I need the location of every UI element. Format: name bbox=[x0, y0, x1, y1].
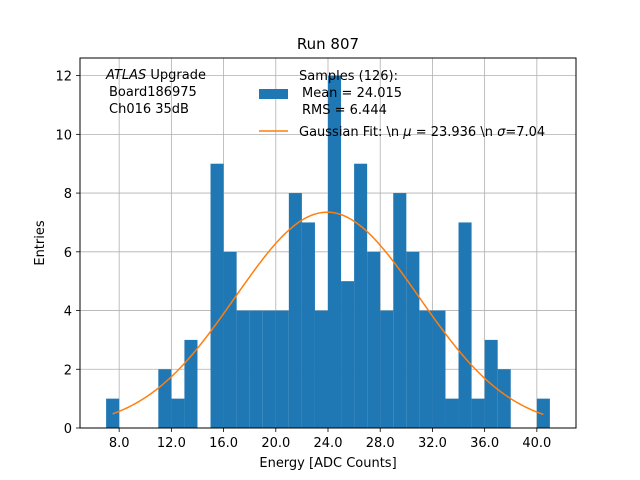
histogram-bar bbox=[210, 163, 224, 428]
chart-title: Run 807 bbox=[297, 35, 359, 53]
histogram-bars bbox=[106, 75, 550, 428]
x-tick-label: 12.0 bbox=[157, 436, 186, 451]
histogram-bar bbox=[393, 193, 407, 428]
histogram-bar bbox=[301, 222, 315, 428]
annotation-line-1: ATLAS Upgrade bbox=[105, 68, 206, 83]
histogram-bar bbox=[380, 310, 394, 428]
annotation-line-2: Board186975 bbox=[109, 85, 197, 100]
y-tick-label: 0 bbox=[64, 422, 72, 437]
histogram-bar bbox=[497, 369, 511, 428]
x-axis-label: Energy [ADC Counts] bbox=[259, 456, 396, 471]
histogram-bar bbox=[262, 310, 276, 428]
annotation-line-3: Ch016 35dB bbox=[109, 102, 189, 117]
histogram-bar bbox=[275, 310, 289, 428]
histogram-bar bbox=[406, 251, 420, 428]
histogram-bar bbox=[249, 310, 263, 428]
histogram-bar bbox=[458, 222, 472, 428]
histogram-bar bbox=[536, 398, 550, 428]
x-tick-label: 32.0 bbox=[418, 436, 447, 451]
legend-histogram-line-1: Samples (126): bbox=[299, 69, 398, 84]
histogram-bar bbox=[328, 75, 342, 428]
y-tick-label: 2 bbox=[64, 363, 72, 378]
x-tick-label: 28.0 bbox=[366, 436, 395, 451]
histogram-bar bbox=[432, 310, 446, 428]
x-tick-label: 16.0 bbox=[209, 436, 238, 451]
y-tick-label: 4 bbox=[64, 305, 72, 320]
y-tick-label: 12 bbox=[55, 70, 72, 85]
histogram-bar bbox=[367, 251, 381, 428]
y-axis-label: Entries bbox=[33, 220, 48, 266]
histogram-bar bbox=[171, 398, 185, 428]
atlas-annotation: ATLAS Upgrade Board186975 Ch016 35dB bbox=[105, 68, 206, 117]
histogram-bar bbox=[158, 369, 172, 428]
x-tick-label: 36.0 bbox=[470, 436, 499, 451]
axis-ticks: 8.0 12.0 16.0 20.0 24.0 28.0 32.0 36.0 40.0 0 2 4 6 8… bbox=[55, 70, 551, 451]
legend: Samples (126): Mean = 24.015 RMS = 6.444… bbox=[259, 69, 545, 140]
histogram-bar bbox=[445, 398, 459, 428]
histogram-bar bbox=[223, 251, 237, 428]
legend-fit-label: Gaussian Fit: \n μ = 23.936 \n σ=7.04 bbox=[299, 125, 545, 140]
x-tick-label: 20.0 bbox=[261, 436, 290, 451]
histogram-bar bbox=[236, 310, 250, 428]
y-tick-label: 8 bbox=[64, 187, 72, 202]
x-tick-label: 24.0 bbox=[314, 436, 343, 451]
x-tick-label: 40.0 bbox=[522, 436, 551, 451]
legend-histogram-line-3: RMS = 6.444 bbox=[302, 103, 387, 118]
y-tick-label: 10 bbox=[55, 128, 72, 143]
gaussian-fit-curve bbox=[112, 211, 544, 416]
histogram-bar bbox=[341, 281, 355, 428]
legend-histogram-swatch bbox=[259, 89, 288, 99]
histogram-bar bbox=[184, 339, 198, 428]
histogram-bar bbox=[471, 398, 485, 428]
histogram-bar bbox=[288, 193, 302, 428]
legend-histogram-line-2: Mean = 24.015 bbox=[302, 86, 402, 101]
histogram-bar bbox=[314, 310, 328, 428]
histogram-bar bbox=[419, 310, 433, 428]
y-tick-label: 6 bbox=[64, 246, 72, 261]
histogram-bar bbox=[354, 163, 368, 428]
x-tick-label: 8.0 bbox=[109, 436, 130, 451]
